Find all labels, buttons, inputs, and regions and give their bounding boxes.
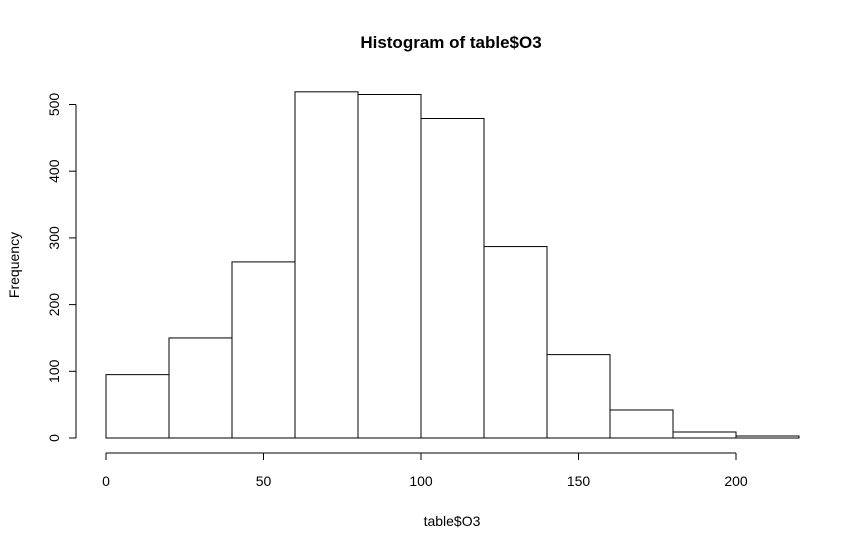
histogram-bar-100-120 [420,118,485,439]
bars-group [105,91,800,439]
x-tick-label: 150 [567,473,591,489]
x-axis-label: table$O3 [424,513,481,529]
histogram-bar-40-60 [231,261,296,439]
x-tick-label: 100 [409,473,433,489]
y-tick-label: 400 [46,159,62,183]
y-tick-label: 200 [46,293,62,317]
histogram-bar-200-220 [735,435,800,439]
histogram-bar-60-80 [294,91,359,439]
y-tick-label: 100 [46,359,62,383]
x-tick-label: 0 [102,473,110,489]
x-tick-label: 200 [724,473,748,489]
y-tick-label: 300 [46,226,62,250]
histogram-bar-80-100 [357,93,422,439]
histogram-bar-180-200 [672,431,737,439]
histogram-bar-140-160 [546,354,611,439]
y-tick-label: 0 [46,434,62,442]
histogram-bar-160-180 [609,409,674,439]
histogram-bar-0-20 [105,374,170,439]
chart-title: Histogram of table$O3 [360,33,541,52]
y-axis-label: Frequency [6,232,22,298]
histogram-bar-120-140 [483,246,548,439]
x-axis: 0 50 100 150 200 [102,452,748,489]
y-tick-label: 500 [46,93,62,117]
y-axis: 0 100 200 300 400 500 [46,93,77,442]
histogram-bar-20-40 [168,337,233,439]
x-tick-label: 50 [256,473,272,489]
